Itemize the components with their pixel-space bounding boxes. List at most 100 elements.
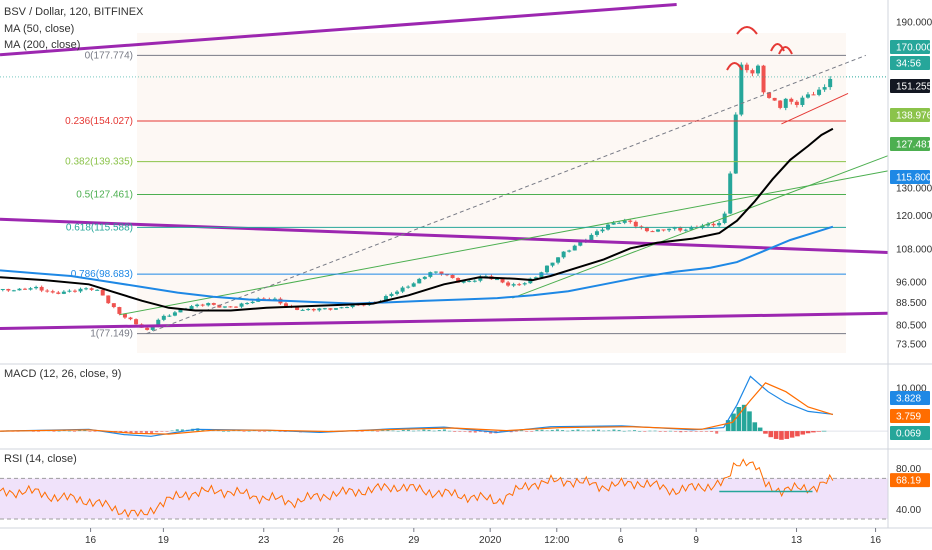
ma200-line bbox=[0, 225, 834, 305]
macd-hist-bar bbox=[591, 429, 595, 432]
trendline[interactable] bbox=[0, 217, 889, 254]
pattern-arc[interactable] bbox=[778, 46, 793, 55]
macd-hist-bar bbox=[514, 431, 518, 432]
price-badge-bg bbox=[890, 79, 930, 93]
macd-hist-bar bbox=[355, 431, 359, 432]
macd-hist-bar bbox=[370, 430, 374, 432]
price-axis[interactable]: 190.000 130.000 120.000 108.000 96.000 88.500… bbox=[896, 18, 932, 516]
candle-body bbox=[600, 229, 605, 232]
candle-body bbox=[789, 98, 794, 102]
rsi-title[interactable]: RSI (14, close) bbox=[4, 453, 77, 465]
macd-hist-bar bbox=[180, 429, 184, 432]
candle-body bbox=[117, 307, 122, 314]
macd-hist-bar bbox=[67, 430, 71, 432]
macd-hist-bar bbox=[227, 430, 231, 432]
price-badge: 170.000 bbox=[896, 43, 932, 54]
candle-body bbox=[395, 291, 400, 294]
macd-hist-bar bbox=[540, 429, 544, 432]
macd-hist-bar bbox=[627, 430, 631, 432]
candle-body bbox=[750, 70, 755, 74]
price-tick-label: 130.000 bbox=[896, 183, 932, 194]
macd-hist-bar bbox=[545, 430, 549, 432]
macd-hist-bar bbox=[160, 431, 164, 432]
candle-body bbox=[561, 251, 566, 258]
macd-badge: 3.828 bbox=[896, 394, 921, 405]
candle-body bbox=[422, 276, 427, 279]
candle-body bbox=[295, 307, 300, 310]
macd-hist-bar bbox=[150, 431, 154, 435]
trendline[interactable] bbox=[0, 2, 677, 57]
macd-hist-bar bbox=[747, 411, 752, 432]
candle-body bbox=[711, 223, 716, 226]
ma50-line bbox=[0, 127, 834, 312]
candle-body bbox=[156, 319, 161, 327]
macd-hist-bar bbox=[821, 430, 827, 432]
macd-hist-bar bbox=[789, 431, 795, 438]
ma-layer bbox=[0, 127, 834, 312]
candle-body bbox=[39, 286, 44, 291]
macd-hist-bar bbox=[607, 430, 611, 432]
macd-hist-bar bbox=[535, 429, 539, 432]
time-axis[interactable]: 16 19 23 26 29 2020 12:00 6 9 13 16 bbox=[85, 528, 882, 546]
candle-body bbox=[456, 278, 461, 283]
candle-body bbox=[311, 309, 316, 311]
candle-body bbox=[11, 290, 16, 292]
candle-body bbox=[0, 288, 5, 290]
candle-body bbox=[22, 288, 27, 290]
macd-hist-bar bbox=[597, 429, 601, 432]
candle-body bbox=[628, 220, 633, 222]
candle-body bbox=[339, 307, 344, 309]
macd-hist-bar bbox=[694, 431, 698, 432]
price-badge-bg bbox=[890, 170, 930, 184]
candle-body bbox=[522, 283, 527, 285]
ma50-legend[interactable]: MA (50, close) bbox=[4, 23, 74, 35]
symbol-title[interactable]: BSV / Dollar, 120, BITFINEX bbox=[4, 6, 144, 18]
candle-body bbox=[250, 301, 255, 304]
candle-body bbox=[211, 303, 216, 305]
trendline[interactable] bbox=[781, 93, 849, 125]
candle-body bbox=[417, 278, 422, 284]
pattern-arc[interactable] bbox=[726, 62, 743, 71]
candle-body bbox=[805, 94, 810, 98]
fib-level-label: 0.5(127.461) bbox=[76, 190, 133, 201]
macd-hist-bar bbox=[278, 431, 282, 432]
time-tick-label: 29 bbox=[408, 535, 420, 546]
macd-hist-bar bbox=[201, 429, 205, 432]
macd-hist-bar bbox=[663, 431, 667, 432]
trendline[interactable] bbox=[0, 311, 889, 330]
macd-hist-bar bbox=[165, 431, 169, 432]
macd-hist-bar bbox=[674, 431, 678, 432]
candle-body bbox=[189, 306, 194, 310]
pattern-arc[interactable] bbox=[736, 26, 758, 35]
macd-hist-bar bbox=[612, 429, 616, 432]
candle-body bbox=[122, 313, 127, 318]
candle-body bbox=[550, 262, 555, 266]
macd-hist-bar bbox=[242, 431, 246, 432]
candle-body bbox=[439, 271, 444, 275]
macd-hist-bar bbox=[689, 431, 693, 432]
macd-hist-bar bbox=[586, 430, 590, 432]
candle-body bbox=[17, 288, 22, 291]
price-badge-bg bbox=[890, 108, 930, 122]
macd-hist-bar bbox=[668, 430, 672, 432]
macd-hist-bar bbox=[805, 431, 811, 434]
candle-body bbox=[828, 78, 833, 88]
macd-badge: 3.759 bbox=[896, 412, 921, 423]
candle-body bbox=[500, 279, 505, 283]
fib-level-label: 0(177.774) bbox=[85, 50, 133, 61]
candle-body bbox=[345, 307, 350, 309]
candle-body bbox=[661, 229, 666, 231]
candle-body bbox=[494, 279, 499, 281]
candle-body bbox=[167, 315, 172, 317]
macd-title[interactable]: MACD (12, 26, close, 9) bbox=[4, 368, 121, 380]
macd-hist-bar bbox=[237, 430, 241, 432]
price-tick-label: 190.000 bbox=[896, 18, 932, 29]
macd-hist-bar bbox=[263, 431, 267, 432]
candle-body bbox=[755, 65, 760, 74]
ma200-legend[interactable]: MA (200, close) bbox=[4, 39, 80, 51]
time-tick-label: 16 bbox=[85, 535, 97, 546]
macd-hist-bar bbox=[134, 431, 138, 433]
candle-body bbox=[722, 213, 727, 223]
macd-hist-bar bbox=[458, 431, 462, 432]
macd-hist-bar bbox=[119, 431, 123, 433]
